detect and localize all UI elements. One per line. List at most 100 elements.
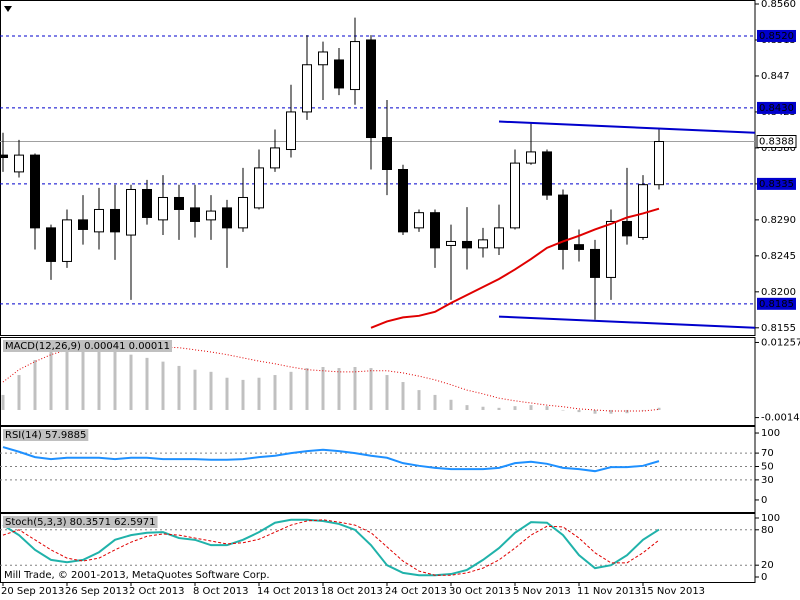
plot-area bbox=[0, 17, 755, 329]
candle-body bbox=[190, 207, 200, 222]
series-line bbox=[2, 446, 660, 473]
candle-body bbox=[142, 188, 152, 218]
candle-body bbox=[334, 59, 344, 89]
x-tick-label: 15 Nov 2013 bbox=[641, 586, 705, 597]
level-tag: 0.8430 bbox=[757, 101, 796, 114]
candle-body bbox=[0, 154, 8, 159]
price-label-box bbox=[756, 135, 797, 149]
indicator-label: Stoch(5,3,3) 80.3571 62.5971 bbox=[5, 517, 156, 528]
candle-body bbox=[94, 208, 104, 233]
x-tick-label: 20 Sep 2013 bbox=[1, 586, 64, 597]
histogram-bar bbox=[481, 406, 485, 410]
y-tick-label: -0.00142 bbox=[761, 413, 800, 424]
x-tick-label: 11 Nov 2013 bbox=[577, 586, 641, 597]
level-label-box bbox=[757, 29, 796, 42]
histogram-bar bbox=[337, 368, 341, 410]
x-tick-label: 18 Oct 2013 bbox=[321, 586, 383, 597]
candle-body bbox=[238, 196, 248, 229]
histogram-bar bbox=[97, 349, 101, 410]
y-tick-label: 0 bbox=[761, 495, 767, 506]
x-tick-label: 5 Nov 2013 bbox=[513, 586, 571, 597]
candle-body bbox=[510, 162, 520, 229]
histogram-bar bbox=[433, 394, 437, 410]
stoch-panel bbox=[0, 513, 756, 583]
histogram-bar bbox=[577, 409, 581, 413]
histogram-bar bbox=[417, 390, 421, 410]
level-label: 0.8335 bbox=[759, 179, 794, 190]
histogram-bar bbox=[209, 371, 213, 410]
candle-body bbox=[302, 64, 312, 113]
y-tick-label: 0.8245 bbox=[761, 251, 796, 262]
histogram-bar bbox=[289, 371, 293, 410]
main-panel bbox=[0, 0, 756, 336]
histogram-bar bbox=[449, 399, 453, 410]
candle-body bbox=[558, 194, 568, 250]
rsi-panel bbox=[0, 426, 756, 513]
copyright: Mill Trade, © 2001-2013, MetaQuotes Soft… bbox=[4, 570, 270, 581]
candle-body bbox=[62, 219, 72, 262]
level-tag: 0.8335 bbox=[757, 177, 796, 190]
series-line bbox=[2, 518, 660, 577]
x-tick-label: 2 Oct 2013 bbox=[129, 586, 184, 597]
level-tag: 0.8185 bbox=[757, 297, 796, 310]
histogram-bar bbox=[81, 349, 85, 410]
y-tick-label: 0.8200 bbox=[761, 287, 796, 298]
candle-body bbox=[590, 248, 600, 278]
y-tick-label: 0.847 bbox=[761, 71, 790, 82]
candle-body bbox=[174, 196, 184, 210]
histogram-bar bbox=[545, 406, 549, 410]
level-label: 0.8520 bbox=[759, 31, 794, 42]
price-tag: 0.8388 bbox=[756, 135, 797, 149]
y-tick-label: 0.8290 bbox=[761, 215, 796, 226]
candle-body bbox=[446, 240, 456, 246]
level-label-box bbox=[757, 101, 796, 114]
series-line bbox=[2, 519, 660, 576]
candle-body bbox=[14, 154, 24, 173]
histogram-bar bbox=[33, 360, 37, 410]
candle-body bbox=[382, 137, 392, 170]
candle-body bbox=[494, 227, 504, 249]
candle-body bbox=[78, 219, 88, 230]
histogram-bar bbox=[609, 409, 613, 414]
menu-arrow[interactable] bbox=[4, 6, 12, 12]
y-tick-label: 0.8380 bbox=[761, 143, 796, 154]
candle-body bbox=[318, 51, 328, 66]
y-tick-label: 70 bbox=[761, 448, 774, 459]
indicator-label: RSI(14) 57.9885 bbox=[5, 430, 86, 441]
y-tick-label: 0.8155 bbox=[761, 323, 796, 334]
price-label: 0.8388 bbox=[759, 137, 794, 148]
price-axis: 100 70 50 30 0 bbox=[755, 428, 780, 506]
candle-body bbox=[126, 188, 136, 236]
histogram-bar bbox=[305, 368, 309, 410]
histogram-bar bbox=[65, 349, 69, 410]
histogram-bar bbox=[561, 409, 565, 411]
histogram-bar bbox=[385, 375, 389, 410]
histogram-bar bbox=[257, 377, 261, 410]
x-tick-label: 14 Oct 2013 bbox=[257, 586, 319, 597]
candle-body bbox=[398, 168, 408, 233]
indicator-label-box bbox=[3, 516, 158, 528]
x-tick-label: 24 Oct 2013 bbox=[385, 586, 447, 597]
candle-body bbox=[222, 207, 232, 229]
candle-body bbox=[462, 240, 472, 249]
y-tick-label: 0 bbox=[761, 572, 767, 583]
histogram-bar bbox=[225, 377, 229, 410]
y-tick-label: 100 bbox=[761, 428, 780, 439]
plot-area bbox=[0, 518, 755, 577]
histogram-bar bbox=[353, 367, 357, 410]
histogram-bar bbox=[529, 405, 533, 410]
y-tick-label: 0.01257 bbox=[761, 337, 800, 348]
candle-body bbox=[158, 196, 168, 221]
candle-body bbox=[430, 212, 440, 249]
level-label: 0.8185 bbox=[759, 299, 794, 310]
histogram-bar bbox=[625, 409, 629, 414]
candle-body bbox=[574, 244, 584, 250]
histogram-bar bbox=[497, 407, 501, 410]
histogram-bar bbox=[369, 368, 373, 410]
trendline bbox=[498, 120, 755, 134]
histogram-bar bbox=[113, 349, 117, 410]
level-label-box bbox=[757, 297, 796, 310]
candle-body bbox=[638, 184, 648, 238]
histogram-bar bbox=[49, 351, 53, 410]
candle-body bbox=[254, 167, 264, 209]
